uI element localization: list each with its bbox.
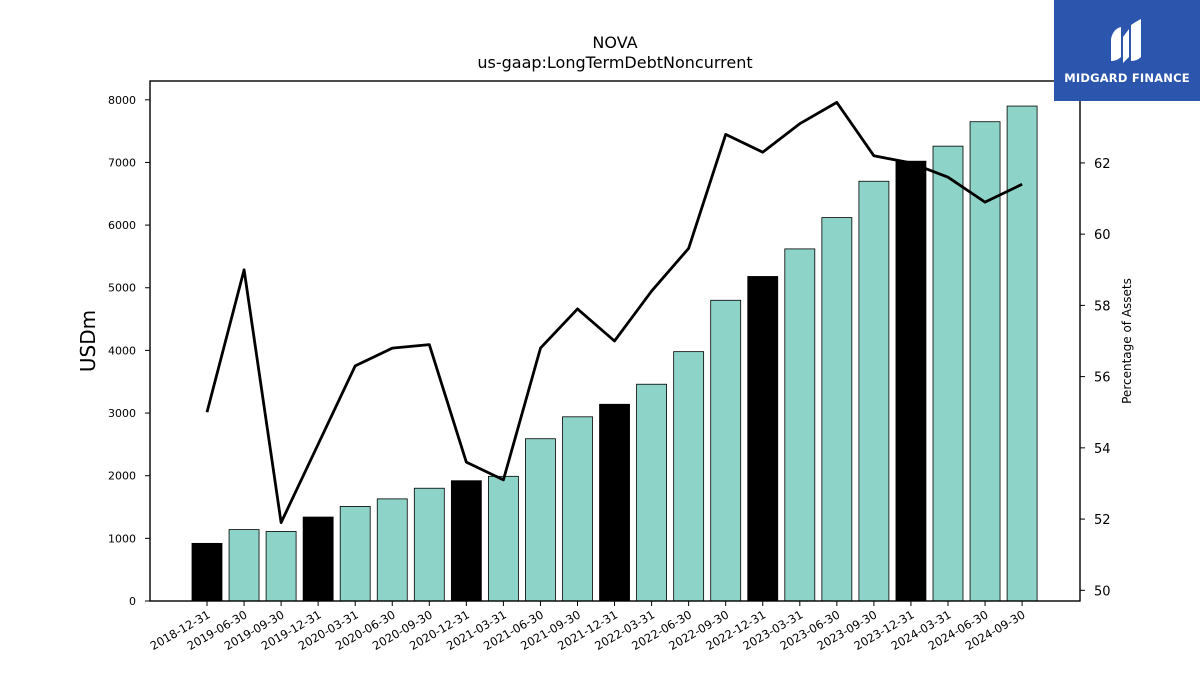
y-tick-label: 4000 [108, 344, 136, 357]
y-right-tick-label: 62 [1094, 157, 1111, 172]
bar [413, 487, 445, 602]
chart-subtitle: us-gaap:LongTermDebtNoncurrent [477, 53, 752, 72]
bar [525, 438, 556, 602]
bar [784, 248, 816, 602]
bar [821, 217, 853, 602]
bar [376, 498, 408, 602]
bar [747, 276, 779, 602]
left-axis: 0 1000 2000 3000 4000 5000 6000 7000 8000 [108, 94, 150, 608]
y-tick-label: 2000 [108, 470, 136, 483]
right-axis: 50 52 54 56 58 60 62 [1080, 157, 1111, 599]
bar [450, 480, 482, 602]
y-right-tick-label: 58 [1094, 299, 1111, 314]
bar [636, 383, 667, 602]
bar [932, 145, 964, 602]
bar [673, 351, 705, 602]
bar [562, 416, 593, 602]
y-right-tick-label: 52 [1094, 513, 1111, 528]
bar [1006, 105, 1038, 602]
y-tick-label: 5000 [108, 282, 136, 295]
bar [710, 299, 742, 602]
chart-title: NOVA [592, 33, 637, 52]
bar [895, 160, 927, 602]
logo-text: MIDGARD FINANCE [1064, 70, 1190, 85]
y-right-tick-label: 54 [1094, 442, 1111, 457]
y-tick-label: 8000 [108, 94, 136, 107]
y-tick-label: 6000 [108, 219, 136, 232]
line-layer [205, 101, 1023, 524]
midgard-finance-logo: MIDGARD FINANCE [1054, 0, 1200, 101]
bar [191, 542, 223, 602]
bar [339, 505, 371, 602]
y-tick-label: 3000 [108, 407, 136, 420]
series-line [205, 101, 1023, 524]
bar [302, 516, 334, 602]
logo-mark-icon [1111, 18, 1141, 63]
x-axis: 2018-12-312019-06-302019-09-302019-12-31… [148, 601, 1028, 653]
y-tick-label: 7000 [108, 156, 136, 169]
bar [858, 180, 890, 602]
y-tick-label: 0 [129, 595, 136, 608]
bar [487, 475, 519, 602]
y-right-tick-label: 60 [1094, 228, 1111, 243]
y-axis-right-label: Percentage of Assets [1120, 278, 1134, 404]
bar [228, 529, 260, 602]
y-right-tick-label: 50 [1094, 584, 1111, 599]
bars-layer [191, 105, 1038, 602]
y-axis-label: USDm [76, 310, 100, 372]
y-right-tick-label: 56 [1094, 371, 1111, 386]
bar [265, 531, 297, 602]
bar [599, 403, 630, 602]
y-tick-label: 1000 [108, 532, 136, 545]
